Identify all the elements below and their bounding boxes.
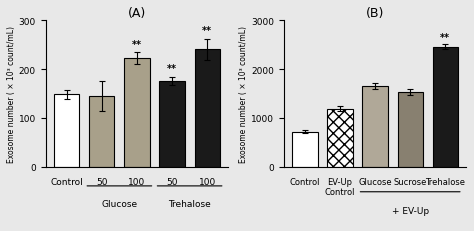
Bar: [124, 59, 150, 167]
Bar: [398, 93, 423, 167]
Y-axis label: Exosome number ( × 10³ count/mL): Exosome number ( × 10³ count/mL): [239, 26, 248, 162]
Text: + EV-Up: + EV-Up: [392, 207, 428, 216]
Text: Trehalose: Trehalose: [168, 199, 211, 208]
Text: **: **: [440, 33, 450, 43]
Text: **: **: [167, 64, 177, 74]
Title: (A): (A): [128, 7, 146, 20]
Bar: [292, 132, 318, 167]
Text: **: **: [202, 26, 212, 36]
Bar: [54, 95, 79, 167]
Text: **: **: [132, 40, 142, 50]
Bar: [363, 87, 388, 167]
Text: Glucose: Glucose: [101, 199, 137, 208]
Bar: [328, 109, 353, 167]
Y-axis label: Exosome number ( × 10³ count/mL): Exosome number ( × 10³ count/mL): [7, 26, 16, 162]
Bar: [433, 47, 458, 167]
Bar: [194, 50, 220, 167]
Bar: [159, 81, 185, 167]
Title: (B): (B): [366, 7, 384, 20]
Bar: [89, 97, 115, 167]
